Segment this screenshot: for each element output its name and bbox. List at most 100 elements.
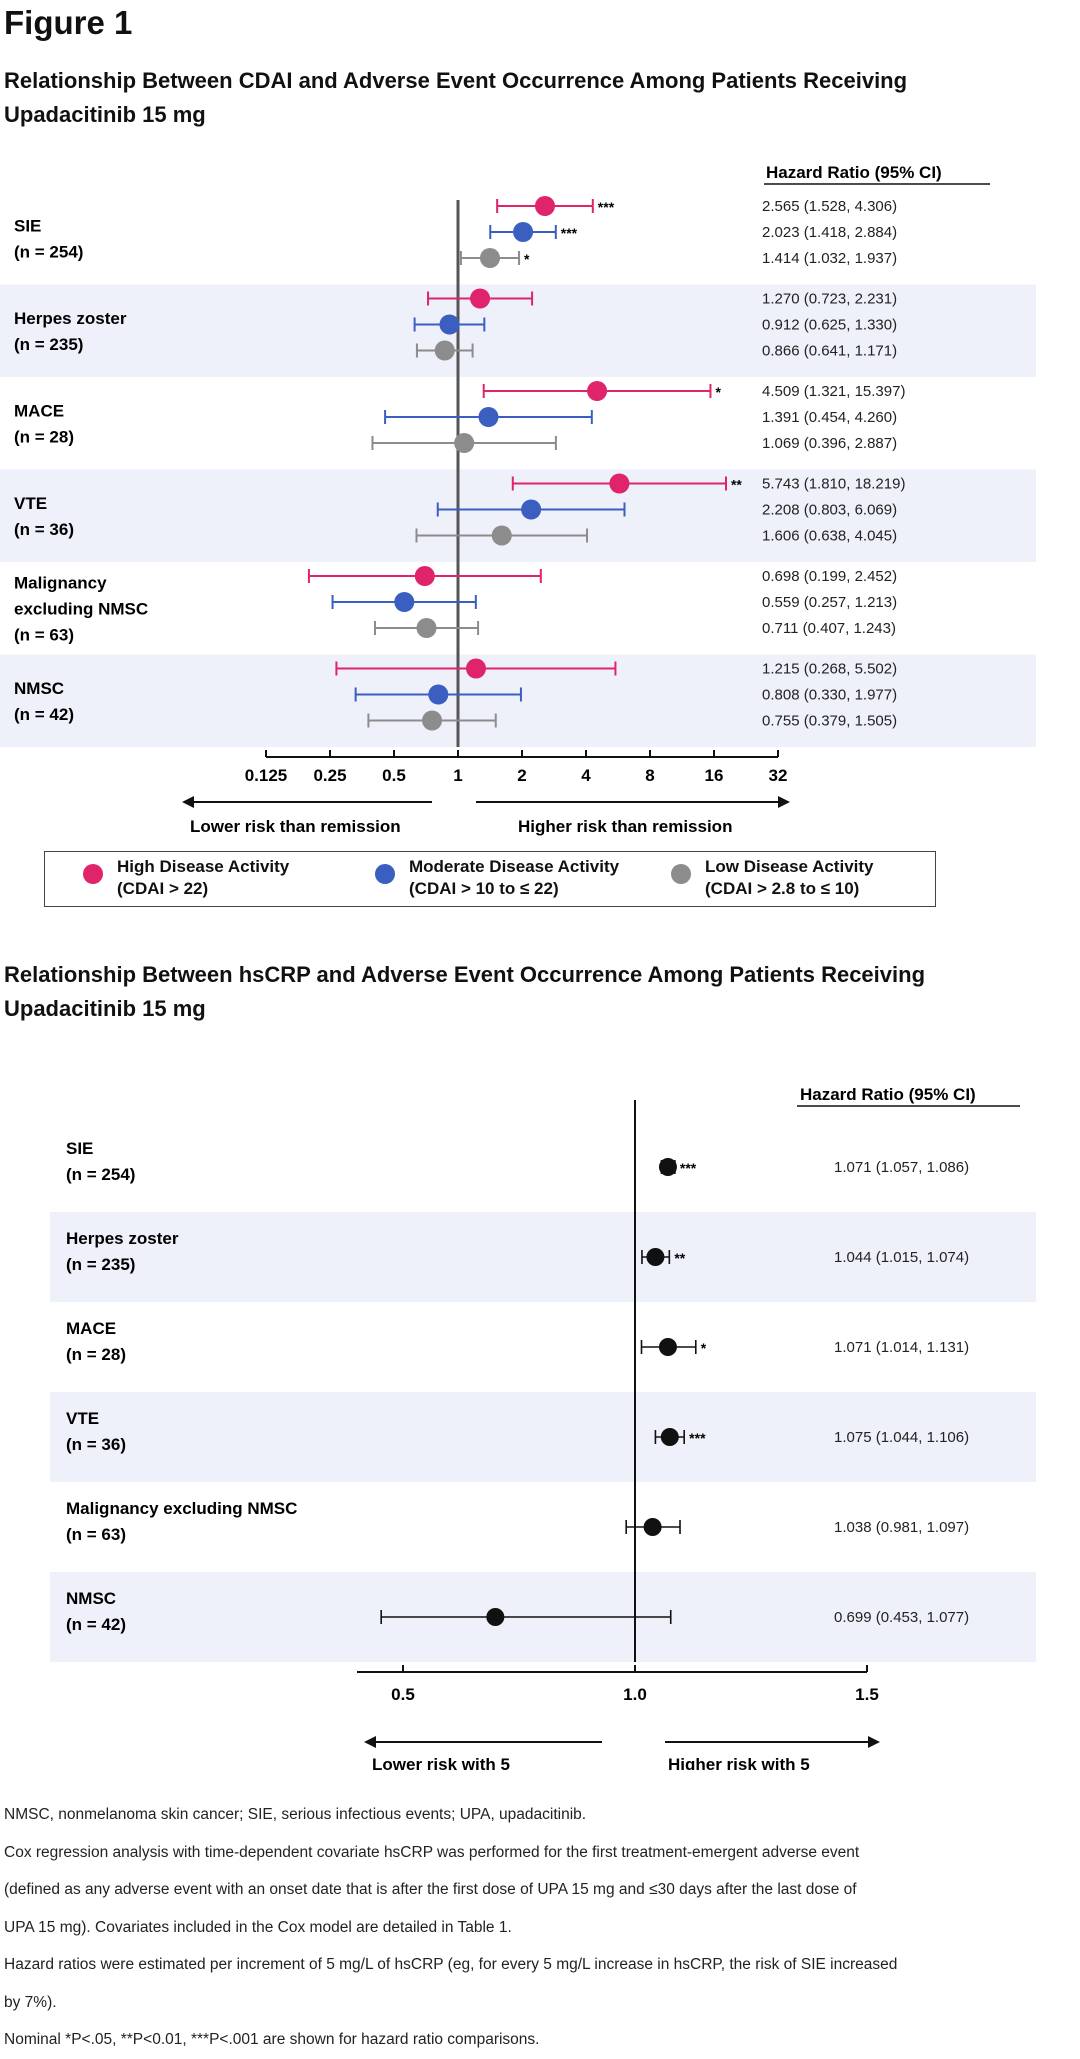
point-estimate xyxy=(646,1248,665,1266)
point-estimate xyxy=(479,248,500,268)
hr-value: 0.755 (0.379, 1.505) xyxy=(762,713,897,730)
legend-low-title: Low Disease Activity xyxy=(705,857,874,876)
point-estimate xyxy=(414,566,435,586)
significance-marker: *** xyxy=(680,1160,697,1176)
hr-value: 0.699 (0.453, 1.077) xyxy=(834,1609,969,1626)
legend-dot-high xyxy=(83,864,103,884)
group-label: Herpes zoster xyxy=(66,1229,179,1248)
x-tick-label: 0.25 xyxy=(313,766,346,785)
x-tick-label: 1.5 xyxy=(855,1685,879,1704)
footnote-line: Cox regression analysis with time-depend… xyxy=(4,1843,860,1861)
significance-marker: ** xyxy=(674,1250,685,1266)
significance-marker: * xyxy=(715,384,721,400)
group-band xyxy=(0,654,1036,747)
point-estimate xyxy=(470,288,491,309)
left-arrow-label: Lower risk with 5mg/L increment in CRP xyxy=(372,1755,559,1770)
x-tick-label: 2 xyxy=(517,766,526,785)
group-label: (n = 254) xyxy=(66,1165,135,1184)
group-label: MACE xyxy=(66,1319,116,1338)
x-tick-label: 16 xyxy=(705,766,724,785)
point-estimate xyxy=(513,222,534,242)
group-label: Malignancy xyxy=(14,573,107,592)
point-estimate xyxy=(478,407,499,427)
group-label: (n = 63) xyxy=(14,625,74,644)
hscrp-forest-plot: Hazard Ratio (95% CI) SIE (n = 254) Herpes … xyxy=(50,1085,1036,1770)
group-label: (n = 36) xyxy=(14,520,74,539)
legend-moderate-title: Moderate Disease Activity xyxy=(409,857,620,876)
legend-high-title: High Disease Activity xyxy=(117,857,290,876)
legend-dot-moderate xyxy=(375,864,395,884)
legend-dot-low xyxy=(671,864,691,884)
group-band xyxy=(50,1212,1036,1302)
hr-value: 0.866 (0.641, 1.171) xyxy=(762,343,897,360)
footnote-line: by 7%). xyxy=(4,1993,57,2011)
x-tick-label: 0.125 xyxy=(245,766,288,785)
point-estimate xyxy=(521,499,542,520)
point-estimate xyxy=(609,473,630,494)
left-arrow-head xyxy=(182,796,194,808)
hr-value: 1.215 (0.268, 5.502) xyxy=(762,661,897,678)
hr-value: 1.044 (1.015, 1.074) xyxy=(834,1249,969,1266)
hr-value: 1.270 (0.723, 2.231) xyxy=(762,291,897,308)
hr-value: 0.559 (0.257, 1.213) xyxy=(762,594,897,611)
x-tick-label: 4 xyxy=(581,766,591,785)
group-label: (n = 42) xyxy=(14,705,74,724)
group-label: NMSC xyxy=(14,679,64,698)
hr-value: 1.069 (0.396, 2.887) xyxy=(762,435,897,452)
hr-value: 0.698 (0.199, 2.452) xyxy=(762,568,897,585)
hr-value: 5.743 (1.810, 18.219) xyxy=(762,476,905,493)
legend-item-low: Low Disease Activity (CDAI > 2.8 to ≤ 10… xyxy=(705,856,874,900)
group-label: VTE xyxy=(66,1409,99,1428)
right-arrow-head xyxy=(778,796,790,808)
hr-value: 1.071 (1.014, 1.131) xyxy=(834,1339,969,1356)
footnote-line: (defined as any adverse event with an on… xyxy=(4,1881,857,1898)
group-label: excluding NMSC xyxy=(14,599,148,618)
hr-value: 0.808 (0.330, 1.977) xyxy=(762,687,897,704)
point-estimate xyxy=(439,314,460,335)
point-estimate xyxy=(416,618,437,638)
significance-marker: * xyxy=(524,251,530,267)
figure-label: Figure 1 xyxy=(4,4,133,41)
footnote-line: Nominal *P<.05, **P<0.01, ***P<.001 are … xyxy=(4,2031,540,2048)
legend-moderate-sub: (CDAI > 10 to ≤ 22) xyxy=(409,879,559,898)
group-label: MACE xyxy=(14,401,64,420)
chart-title-cdai: Relationship Between CDAI and Adverse Ev… xyxy=(4,68,908,127)
x-tick-label: 8 xyxy=(645,766,654,785)
group-band xyxy=(50,1392,1036,1482)
significance-marker: * xyxy=(701,1340,707,1356)
footnote-line: UPA 15 mg). Covariates included in the C… xyxy=(4,1918,512,1936)
left-arrow-head xyxy=(364,1736,376,1748)
legend-low-sub: (CDAI > 2.8 to ≤ 10) xyxy=(705,879,860,898)
hr-value: 4.509 (1.321, 15.397) xyxy=(762,383,905,400)
point-estimate xyxy=(428,684,449,705)
hr-value: 1.414 (1.032, 1.937) xyxy=(762,250,897,267)
group-label: (n = 235) xyxy=(66,1255,135,1274)
hr-value: 1.071 (1.057, 1.086) xyxy=(834,1159,969,1176)
point-estimate xyxy=(394,592,415,612)
chart-title-hscrp: Relationship Between hsCRP and Adverse E… xyxy=(4,962,926,1021)
group-label: (n = 63) xyxy=(66,1525,126,1544)
group-label: (n = 42) xyxy=(66,1615,126,1634)
group-band xyxy=(0,284,1036,377)
group-label: (n = 28) xyxy=(14,427,74,446)
point-estimate xyxy=(422,710,443,731)
cdai-forest-plot: Hazard Ratio (95% CI) SIE (n = 254) Herpes … xyxy=(0,163,1036,836)
point-estimate xyxy=(534,196,555,216)
footnotes: NMSC, nonmelanoma skin cancer; SIE, seri… xyxy=(4,1796,1080,2059)
footnote-line: NMSC, nonmelanoma skin cancer; SIE, seri… xyxy=(4,1806,587,1823)
group-label: VTE xyxy=(14,494,47,513)
group-label: (n = 254) xyxy=(14,242,83,261)
column-header: Hazard Ratio (95% CI) xyxy=(800,1085,976,1104)
hr-value: 2.565 (1.528, 4.306) xyxy=(762,198,897,215)
x-tick-label: 0.5 xyxy=(391,1685,415,1704)
right-arrow-label: Higher risk with 5mg/L increment in CRP xyxy=(668,1755,855,1770)
x-tick-label: 0.5 xyxy=(382,766,406,785)
significance-marker: *** xyxy=(561,225,578,241)
hr-value: 1.075 (1.044, 1.106) xyxy=(834,1429,969,1446)
hr-value: 1.606 (0.638, 4.045) xyxy=(762,528,897,545)
point-estimate xyxy=(454,433,475,453)
hr-value: 1.391 (0.454, 4.260) xyxy=(762,409,897,426)
hr-value: 0.711 (0.407, 1.243) xyxy=(762,620,896,637)
legend-high-sub: (CDAI > 22) xyxy=(117,879,209,898)
group-label: SIE xyxy=(14,216,41,235)
